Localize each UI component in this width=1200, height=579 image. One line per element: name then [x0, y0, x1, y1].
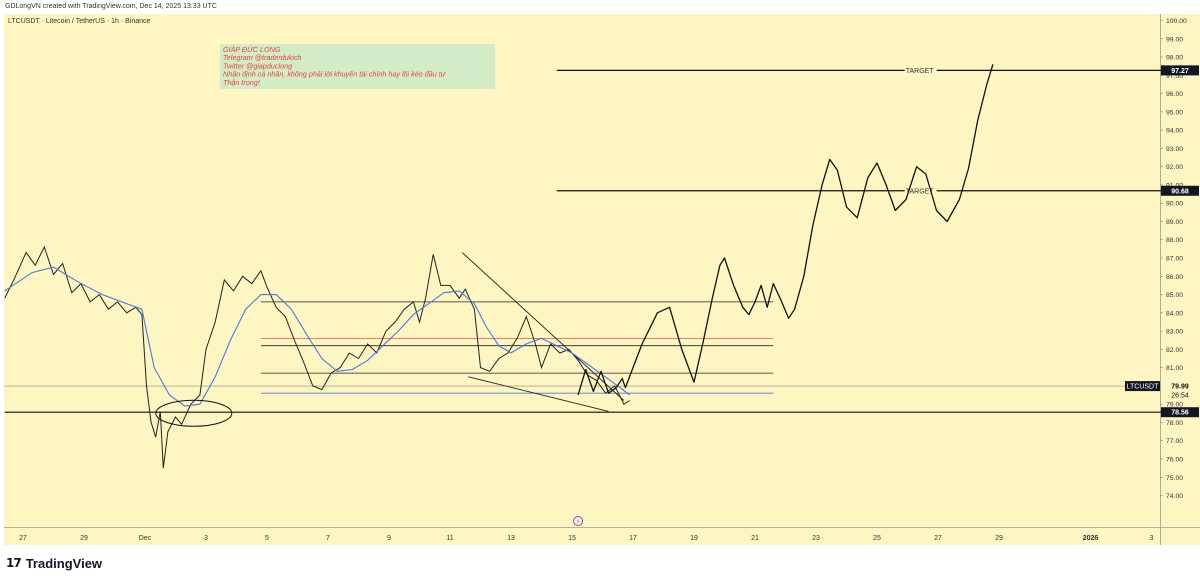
x-tick-label: 27	[934, 535, 942, 542]
annotation-box	[220, 44, 495, 89]
x-tick-label: 25	[873, 535, 881, 542]
price-tag-label: 78.56	[1171, 410, 1189, 417]
y-tick-label: 82.00	[1166, 347, 1183, 354]
y-tick-label: 88.00	[1166, 237, 1183, 244]
x-tick-label: 15	[568, 535, 576, 542]
x-tick-label: 27	[19, 535, 27, 542]
y-tick-label: 74.00	[1166, 493, 1183, 500]
y-tick-label: 85.00	[1166, 292, 1183, 299]
y-tick-label: 75.00	[1166, 475, 1183, 482]
chart-credit: GDLongVN created with TradingView.com, D…	[5, 3, 217, 10]
x-tick-label: 17	[629, 535, 637, 542]
y-tick-label: 86.00	[1166, 274, 1183, 281]
wedge-upper-line	[461, 252, 625, 401]
y-tick-label: 78.00	[1166, 420, 1183, 427]
y-tick-label: 93.00	[1166, 146, 1183, 153]
price-tag-bg	[1161, 185, 1199, 196]
moving-average-series	[4, 266, 631, 407]
annotation-line: Thận trọng!	[223, 78, 260, 87]
x-tick-label: 23	[812, 535, 820, 542]
event-marker-glyph: ⚡	[576, 519, 580, 526]
x-tick-label: 2026	[1083, 535, 1099, 542]
current-price-tag-bg	[1161, 381, 1199, 401]
x-tick-label: 21	[751, 535, 759, 542]
highlight-ellipse	[155, 399, 233, 427]
countdown-label: 26:54	[1171, 393, 1189, 400]
y-tick-label: 100.00	[1166, 18, 1187, 25]
y-tick-label: 77.00	[1166, 438, 1183, 445]
target-label-bg	[904, 65, 937, 75]
y-tick-label: 87.00	[1166, 256, 1183, 263]
y-tick-label: 90.00	[1166, 201, 1183, 208]
target-label-bg	[904, 186, 937, 196]
time-axis	[4, 527, 1200, 545]
price-tag-bg	[1161, 407, 1199, 418]
tradingview-logo-text: TradingView	[25, 555, 103, 571]
plot-area	[4, 14, 1160, 527]
y-tick-label: 76.00	[1166, 456, 1183, 463]
annotation-line: Twitter @giapduclong	[223, 61, 292, 70]
y-tick-label: 97.00	[1166, 73, 1183, 80]
price-tag-bg	[1161, 65, 1199, 76]
current-price-tag-label: 79.99	[1171, 384, 1189, 391]
x-tick-label: 29	[995, 535, 1003, 542]
symbol-tag-label: LTCUSDT	[1127, 384, 1159, 391]
y-tick-label: 79.00	[1166, 402, 1183, 409]
price-series	[4, 245, 631, 469]
target-label: TARGET	[906, 188, 935, 195]
x-tick-label: 7	[326, 535, 330, 542]
annotation-line: GIÁP ĐỨC LONG	[223, 45, 281, 54]
x-tick-label: 5	[265, 535, 269, 542]
annotation-line: Nhận định cá nhân, không phải lời khuyên…	[223, 70, 446, 79]
price-tag-label: 97.27	[1171, 68, 1189, 75]
y-tick-label: 94.00	[1166, 128, 1183, 135]
y-tick-label: 95.00	[1166, 109, 1183, 116]
annotation-line: Telegram @traderdukich	[223, 53, 302, 62]
pane-title: LTCUSDT · Litecoin / TetherUS · 1h · Bin…	[8, 18, 151, 25]
y-tick-label: 83.00	[1166, 329, 1183, 336]
price-axis	[1160, 14, 1200, 527]
y-tick-label: 81.00	[1166, 365, 1183, 372]
wedge-lower-line	[468, 376, 609, 412]
x-tick-label: 13	[507, 535, 515, 542]
tradingview-logo[interactable]: 17 TradingView	[6, 553, 102, 573]
x-tick-label: 19	[690, 535, 698, 542]
y-tick-label: 98.00	[1166, 55, 1183, 62]
x-tick-label: 3	[204, 535, 208, 542]
y-tick-label: 84.00	[1166, 310, 1183, 317]
x-tick-label: 3	[1150, 535, 1154, 542]
x-tick-label: 29	[80, 535, 88, 542]
x-tick-label: 9	[387, 535, 391, 542]
tradingview-logo-icon: 17	[6, 556, 22, 570]
y-tick-label: 89.00	[1166, 219, 1183, 226]
x-tick-label: 11	[446, 535, 453, 542]
y-tick-label: 99.00	[1166, 36, 1183, 43]
price-tag-label: 90.68	[1171, 188, 1189, 195]
event-marker-icon	[573, 516, 584, 526]
symbol-tag-bg	[1125, 381, 1160, 392]
y-tick-label: 96.00	[1166, 91, 1183, 98]
target-label: TARGET	[906, 68, 935, 75]
y-tick-label: 92.00	[1166, 164, 1183, 171]
projection-path	[577, 64, 994, 396]
x-tick-label: Dec	[139, 535, 152, 542]
